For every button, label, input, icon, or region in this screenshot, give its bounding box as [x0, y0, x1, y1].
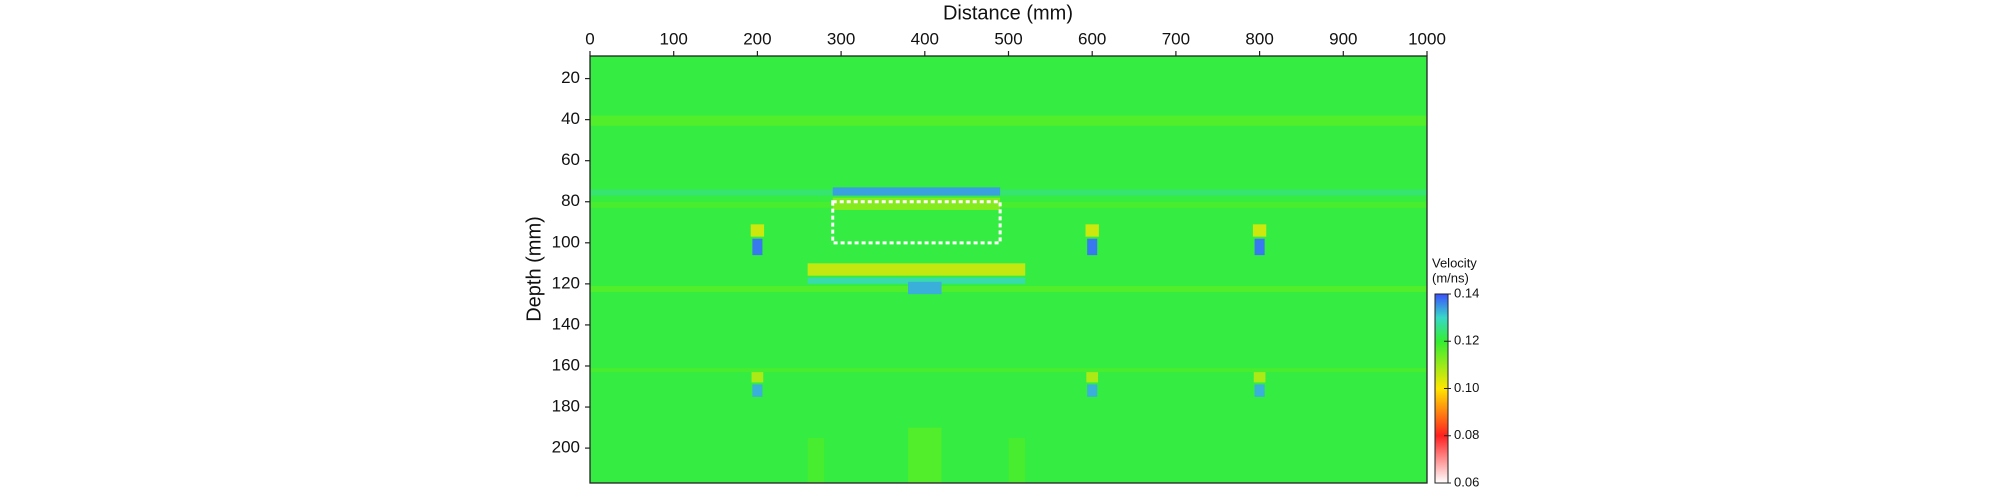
heatmap-cell — [590, 189, 1427, 196]
heatmap-cell — [1008, 437, 1026, 483]
heatmap-cell — [1087, 384, 1098, 397]
colorbar-tick-label: 0.06 — [1454, 474, 1479, 489]
x-tick-label: 300 — [827, 29, 855, 48]
heatmap-cell — [590, 201, 1427, 208]
x-tick-label: 700 — [1162, 29, 1190, 48]
heatmap-cell — [1086, 372, 1099, 383]
colorbar-tick-label: 0.12 — [1454, 333, 1479, 348]
y-tick-label: 200 — [552, 438, 580, 457]
heatmap-cell — [1087, 238, 1098, 256]
heatmap-cell — [1085, 224, 1099, 237]
x-axis-label: Distance (mm) — [943, 2, 1073, 24]
heatmap-cell — [832, 187, 1001, 196]
y-axis-label: Depth (mm) — [523, 216, 545, 322]
heatmap-cell — [807, 263, 1026, 276]
x-tick-label: 100 — [660, 29, 688, 48]
heatmap-cell — [751, 372, 764, 383]
colorbar-tick-label: 0.08 — [1454, 427, 1479, 442]
heatmap-cell — [1254, 238, 1265, 256]
heatmap-cell — [832, 197, 1001, 210]
heatmap-cell — [1252, 224, 1267, 237]
y-tick-label: 180 — [552, 397, 580, 416]
y-tick-label: 20 — [561, 68, 580, 87]
x-tick-label: 200 — [743, 29, 771, 48]
heatmap-cell — [908, 281, 942, 295]
heatmap-cell — [908, 427, 942, 483]
heatmap-cell — [807, 437, 825, 483]
heatmap-cell — [590, 285, 1427, 293]
colorbar-label: (m/ns) — [1432, 270, 1469, 285]
heatmap-cell — [750, 224, 765, 237]
heatmap-cell — [590, 115, 1427, 126]
heatmap-cell — [807, 277, 1026, 284]
x-tick-label: 600 — [1078, 29, 1106, 48]
colorbar-label: Velocity — [1432, 255, 1477, 270]
heatmap-cell — [752, 384, 763, 397]
x-tick-label: 400 — [911, 29, 939, 48]
colorbar-tick-label: 0.14 — [1454, 285, 1479, 300]
x-tick-label: 0 — [585, 29, 594, 48]
y-tick-label: 100 — [552, 232, 580, 251]
x-tick-label: 1000 — [1408, 29, 1446, 48]
x-tick-label: 500 — [994, 29, 1022, 48]
x-tick-label: 800 — [1245, 29, 1273, 48]
y-tick-label: 120 — [552, 273, 580, 292]
y-tick-label: 80 — [561, 191, 580, 210]
colorbar-tick-label: 0.10 — [1454, 380, 1479, 395]
y-tick-label: 160 — [552, 355, 580, 374]
y-tick-label: 140 — [552, 314, 580, 333]
heatmap-cell — [752, 238, 763, 256]
x-tick-label: 900 — [1329, 29, 1357, 48]
heatmap-cell — [590, 368, 1427, 373]
heatmap-cell — [1254, 384, 1265, 397]
y-tick-label: 60 — [561, 150, 580, 169]
y-tick-label: 40 — [561, 109, 580, 128]
heatmap-cell — [1253, 372, 1266, 383]
